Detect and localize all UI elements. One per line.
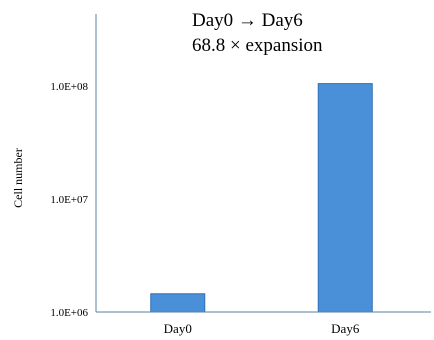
x-tick-label-day0: Day0 [164,321,192,336]
y-tick-label: 1.0E+06 [50,307,88,319]
annotation-line-2: 68.8 × expansion [192,35,323,56]
bar-day6 [317,83,373,313]
x-tick-label-day6: Day6 [331,321,360,336]
y-tick-label: 1.0E+07 [50,194,88,206]
bar-day0 [150,293,206,313]
y-axis-title: Cell number [11,148,25,208]
y-tick-label: 1.0E+08 [50,81,88,93]
annotation-line-1: Day0 → Day6 [192,10,303,31]
